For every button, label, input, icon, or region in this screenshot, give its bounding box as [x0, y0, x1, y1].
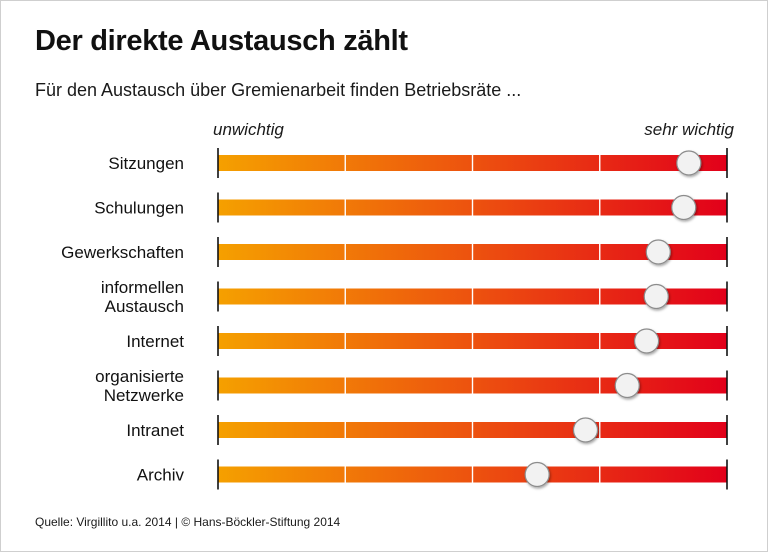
value-marker	[524, 461, 550, 488]
value-marker	[614, 372, 640, 399]
category-label: Intranet	[126, 421, 184, 440]
value-marker	[572, 417, 599, 443]
category-label: Austausch	[105, 297, 184, 316]
category-label: organisierte	[95, 367, 184, 386]
scale-max-label: sehr wichtig	[644, 120, 734, 139]
chart-row: Intranet	[126, 415, 728, 445]
chart-row: Gewerkschaften	[61, 237, 728, 267]
value-marker	[671, 194, 697, 221]
chart-row: Internet	[126, 326, 728, 356]
scale-min-label: unwichtig	[213, 120, 284, 139]
value-marker	[633, 328, 660, 354]
value-marker	[643, 283, 669, 310]
category-label: Archiv	[137, 466, 185, 485]
category-label: Gewerkschaften	[61, 243, 184, 262]
category-label: Sitzungen	[108, 154, 184, 173]
chart-row: Schulungen	[94, 192, 728, 223]
category-label: Netzwerke	[104, 386, 184, 405]
category-label: informellen	[101, 278, 184, 297]
category-label: Internet	[126, 332, 184, 351]
chart-row: Sitzungen	[108, 148, 728, 178]
chart-title: Der direkte Austausch zählt	[35, 25, 408, 57]
category-label: Schulungen	[94, 199, 184, 218]
value-marker	[676, 150, 702, 176]
chart-row: Archiv	[137, 459, 728, 490]
value-marker	[645, 239, 671, 265]
chart-subtitle: Für den Austausch über Gremienarbeit fin…	[35, 80, 522, 100]
source-note: Quelle: Virgillito u.a. 2014 | © Hans-Bö…	[35, 515, 341, 529]
